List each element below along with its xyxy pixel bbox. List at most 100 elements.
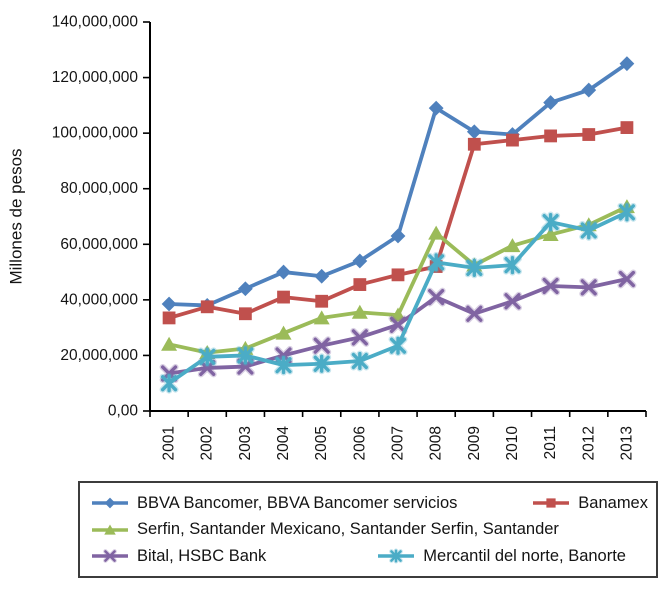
x-tick-label: 2007 xyxy=(390,426,407,460)
x-legend-swatch-icon xyxy=(92,549,128,564)
legend-row-2: Bital, HSBC Bank Mercantil del norte, Ban… xyxy=(90,547,648,565)
diamond-legend-swatch-icon xyxy=(92,497,128,509)
triangle-marker xyxy=(161,336,178,351)
triangle-marker xyxy=(390,307,406,322)
x-tick-label: 2009 xyxy=(466,426,483,460)
asterisk-marker xyxy=(466,258,483,278)
legend-label: BBVA Bancomer, BBVA Bancomer servicios xyxy=(137,493,458,512)
legend-item-3: Bital, HSBC Bank xyxy=(90,547,266,565)
triangle-marker xyxy=(313,310,330,325)
y-tick-label: 0,00 xyxy=(108,403,139,420)
x-tick-label: 2008 xyxy=(428,426,445,460)
y-tick-label: 40,000,000 xyxy=(60,291,138,308)
square-marker xyxy=(277,290,290,304)
asterisk-legend-swatch-icon xyxy=(378,548,415,564)
x-tick-label: 2003 xyxy=(237,426,254,460)
legend-item-2: Serfin, Santander Mexicano, Santander Se… xyxy=(90,521,559,539)
diamond-marker xyxy=(543,95,559,110)
legend-label: Banamex xyxy=(578,493,648,512)
triangle-marker xyxy=(504,238,521,253)
asterisk-marker xyxy=(504,256,521,275)
x-marker xyxy=(466,305,483,322)
square-legend-swatch-icon xyxy=(533,498,570,508)
legend-row-1: Serfin, Santander Mexicano, Santander Se… xyxy=(90,521,648,539)
x-marker xyxy=(542,277,559,295)
square-marker xyxy=(546,498,556,508)
legend-item-4: Mercantil del norte, Banorte xyxy=(376,547,626,565)
asterisk-marker xyxy=(389,336,407,355)
asterisk-marker xyxy=(275,356,292,375)
x-tick-label: 2010 xyxy=(504,426,521,461)
diamond-marker xyxy=(428,100,444,116)
diamond-marker xyxy=(276,264,291,280)
x-tick-label: 2001 xyxy=(161,426,178,460)
line-chart: 0,00 20,000,000 40,000,000 60,000,000 80,000… xyxy=(7,14,647,461)
square-marker xyxy=(200,300,214,314)
square-marker xyxy=(544,129,558,143)
square-marker xyxy=(582,128,596,141)
x-marker xyxy=(104,550,116,563)
square-marker xyxy=(238,307,252,321)
legend-row-0: BBVA Bancomer, BBVA Bancomer servicios Ba… xyxy=(90,494,648,512)
square-marker xyxy=(353,278,367,291)
y-tick-label: 100,000,000 xyxy=(52,125,139,142)
square-marker xyxy=(620,121,634,134)
legend-label: Serfin, Santander Mexicano, Santander Se… xyxy=(137,520,559,539)
triangle-marker xyxy=(351,304,368,319)
x-marker xyxy=(504,293,521,310)
legend-label: Bital, HSBC Bank xyxy=(137,547,267,565)
y-tick-label: 120,000,000 xyxy=(52,69,139,86)
square-marker xyxy=(506,133,519,147)
diamond-marker xyxy=(466,124,482,140)
x-marker xyxy=(199,359,216,377)
x-tick-label: 2012 xyxy=(580,426,597,460)
asterisk-marker xyxy=(580,221,597,240)
triangle-marker xyxy=(104,524,116,535)
diamond-marker xyxy=(581,82,597,98)
x-tick-label: 2004 xyxy=(275,426,292,461)
x-marker xyxy=(389,316,407,333)
series-3 xyxy=(159,269,637,383)
diamond-marker xyxy=(390,228,406,244)
x-marker xyxy=(618,270,636,288)
x-marker xyxy=(580,279,597,296)
asterisk-marker xyxy=(160,374,178,393)
square-marker xyxy=(162,311,176,325)
legend-item-0: BBVA Bancomer, BBVA Bancomer servicios xyxy=(90,494,457,512)
asterisk-marker xyxy=(390,549,403,563)
legend-label: Mercantil del norte, Banorte xyxy=(423,547,626,565)
x-tick-label: 2006 xyxy=(351,426,368,460)
x-marker xyxy=(428,288,445,306)
asterisk-marker xyxy=(199,347,216,366)
square-marker xyxy=(315,294,329,308)
x-marker xyxy=(351,329,368,346)
triangle-legend-swatch-icon xyxy=(92,524,128,535)
y-tick-label: 140,000,000 xyxy=(52,14,139,31)
series-4 xyxy=(159,201,637,394)
legend: BBVA Bancomer, BBVA Bancomer servicios Ba… xyxy=(78,481,658,578)
triangle-marker xyxy=(428,225,445,240)
diamond-marker xyxy=(352,253,368,269)
y-axis-title: Millones de pesos xyxy=(7,148,26,284)
y-tick-label: 20,000,000 xyxy=(60,347,138,364)
diamond-marker xyxy=(619,56,635,72)
asterisk-marker xyxy=(428,253,445,272)
legend-item-1: Banamex xyxy=(531,494,648,512)
square-marker xyxy=(391,268,405,282)
diamond-marker xyxy=(314,268,330,284)
triangle-marker xyxy=(275,325,292,340)
x-tick-label: 2013 xyxy=(618,426,635,460)
asterisk-marker xyxy=(237,346,254,365)
diamond-marker xyxy=(237,281,253,297)
diamond-marker xyxy=(161,296,177,312)
x-tick-label: 2005 xyxy=(313,426,330,460)
y-tick-label: 80,000,000 xyxy=(60,180,138,197)
x-marker xyxy=(237,358,254,375)
x-marker xyxy=(313,337,330,354)
asterisk-marker xyxy=(618,203,636,222)
triangle-marker xyxy=(542,226,559,241)
asterisk-marker xyxy=(542,212,559,232)
x-tick-label: 2011 xyxy=(542,426,559,459)
square-marker xyxy=(467,137,481,151)
